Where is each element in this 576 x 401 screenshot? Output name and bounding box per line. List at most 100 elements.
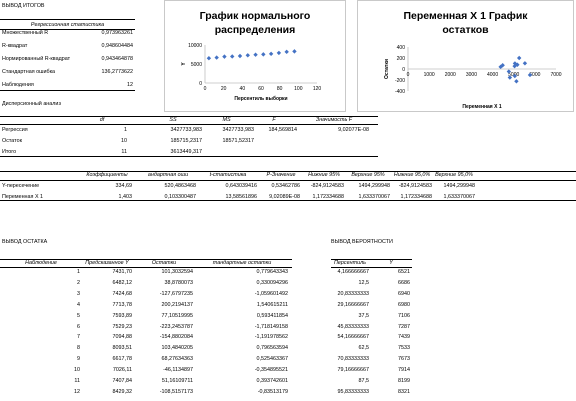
data-point: [500, 63, 505, 68]
anova-row-label: Итого: [2, 149, 17, 155]
probability-cell: 7439: [398, 334, 410, 341]
anova-cell: 3427733,983: [170, 127, 202, 133]
coefficients-cell: 1494,299948: [443, 183, 475, 189]
regression-stat-label: R-квадрат: [2, 43, 28, 49]
data-point: [522, 61, 528, 66]
anova-cell: 184,569814: [268, 127, 297, 133]
coefficients-header-cell: андартная оши: [147, 172, 189, 178]
residual-plot-chart[interactable]: Переменная X 1 График остатков 400 200 0 -2…: [357, 0, 574, 112]
anova-header-cell: MS: [222, 117, 231, 123]
probability-cell: 6980: [398, 301, 410, 308]
residual-cell: -0,83513179: [257, 388, 288, 395]
y-tick-label: 0: [199, 81, 202, 87]
data-point: [222, 54, 227, 59]
x-tick-label: 0: [204, 86, 207, 92]
residual-cell: 0,796563594: [256, 345, 288, 352]
data-point: [261, 52, 266, 57]
probability-cell: 54,16666667: [337, 334, 369, 341]
coefficients-cell: -824,9124583: [398, 183, 432, 189]
probability-cell: 45,83333333: [337, 323, 369, 330]
probability-cell: 87,5: [358, 378, 370, 384]
residual-output-title: ВЫВОД ОСТАТКА: [2, 239, 48, 245]
residual-cell: -1,718149158: [254, 323, 288, 330]
residual-cell: 8429,32: [112, 388, 133, 395]
data-point: [245, 53, 250, 58]
x-tick-label: 40: [240, 86, 246, 92]
anova-header-cell: Значимость F: [315, 117, 353, 123]
residual-cell: 7424,68: [112, 290, 133, 297]
anova-row-label: Остаток: [2, 138, 22, 144]
residual-cell: 3: [77, 290, 80, 297]
residual-header-cell: Предсказанное Y: [85, 260, 129, 266]
coefficients-cell: 13,58561896: [225, 194, 257, 200]
regression-stat-value: 0,948604484: [101, 43, 133, 49]
anova-cell: 10: [121, 138, 127, 144]
probability-cell: 8199: [398, 378, 410, 384]
data-point: [268, 51, 274, 57]
normal-chart-plot: 10000 5000 00 20 40 60 80 100 120 Персентиль выбо…: [181, 43, 321, 102]
coefficients-cell: 1,633370067: [358, 194, 390, 200]
probability-header-cell: Персентиль: [334, 260, 366, 266]
data-point: [512, 61, 518, 66]
normal-probability-chart[interactable]: График нормального распределения 10000 50…: [164, 0, 346, 112]
anova-cell: 18571,52317: [222, 138, 254, 144]
regression-stat-value: 0,973963261: [101, 30, 133, 36]
residual-cell: 7094,88: [112, 334, 133, 341]
x-tick-label: 20: [221, 86, 227, 92]
probability-cell: 12,5: [358, 279, 370, 286]
probability-cell: 7914: [398, 367, 410, 374]
coefficients-cell: 1,172334688: [312, 194, 344, 200]
y-tick-label: 400: [397, 45, 406, 51]
x-tick-label: 7000: [550, 72, 561, 78]
residual-chart-title-line1: Переменная X 1 График: [403, 10, 528, 22]
y-axis-title: Y: [181, 62, 187, 66]
regression-stat-value: 12: [127, 82, 133, 88]
normal-chart-title-line2: распределения: [214, 24, 296, 36]
residual-cell: 0,525463367: [256, 356, 288, 363]
y-tick-label: 10000: [188, 43, 202, 49]
probability-cell: 62,5: [358, 345, 370, 352]
residual-cell: 9: [77, 356, 80, 363]
coefficients-header-cell: Верхние 95,0%: [435, 172, 473, 178]
residual-cell: 11: [74, 378, 80, 384]
probability-cell: 70,83333333: [337, 356, 369, 363]
anova-cell: 185715,2317: [170, 138, 202, 144]
anova-cell: 3427733,983: [222, 127, 254, 133]
data-point: [512, 63, 517, 69]
probability-cell: 8321: [398, 388, 410, 395]
coefficients-cell: 520,4863468: [164, 183, 196, 189]
probability-cell: 79,16666667: [337, 367, 369, 374]
probability-cell: 6521: [398, 269, 410, 275]
residual-cell: 12: [74, 388, 80, 395]
residual-cell: 38,8780073: [164, 279, 193, 286]
regression-stat-label: Наблюдения: [2, 82, 34, 88]
residual-cell: 103,4840205: [161, 345, 193, 352]
residual-cell: -0,354895521: [254, 367, 288, 374]
anova-header-cell: F: [272, 117, 276, 123]
residual-cell: 1: [77, 269, 80, 275]
coefficients-cell: 1494,299948: [358, 183, 390, 189]
residual-cell: 8093,51: [112, 345, 133, 352]
coefficients-header-cell: Коэффициенты: [86, 172, 128, 178]
coefficients-cell: 1,172334688: [400, 194, 432, 200]
data-point: [516, 55, 522, 61]
data-point: [512, 73, 518, 79]
coefficients-row-label: Y-пересечение: [2, 183, 40, 189]
residual-cell: -223,2453787: [159, 323, 193, 330]
residual-cell: 7: [77, 334, 80, 341]
anova-header-cell: SS: [169, 117, 177, 123]
data-point: [292, 49, 297, 54]
y-tick-label: -200: [395, 78, 405, 84]
residual-cell: -1,191978562: [254, 334, 288, 341]
residual-cell: 1,540615211: [256, 301, 288, 308]
y-tick-label: -400: [395, 89, 405, 95]
data-point: [514, 79, 519, 84]
x-axis-title: Персентиль выборки: [234, 95, 287, 102]
coefficients-cell: 1,403: [118, 194, 133, 200]
data-point: [237, 53, 243, 59]
residual-cell: 7407,84: [112, 378, 133, 384]
probability-cell: 29,16666667: [337, 301, 369, 308]
probability-cell: 7533: [398, 345, 410, 352]
regression-stat-label: Нормированный R-квадрат: [2, 56, 71, 62]
coefficients-header-cell: P-Значение: [266, 172, 296, 178]
